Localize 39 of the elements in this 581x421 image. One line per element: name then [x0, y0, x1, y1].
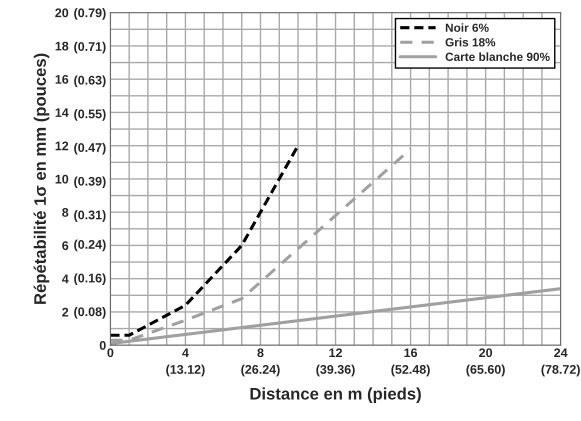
y-tick-label: 2	[62, 308, 68, 316]
x2-tick-label: (39.36)	[316, 364, 355, 376]
x2-tick-label: (13.12)	[166, 364, 205, 376]
legend-label: Carte blanche 90%	[446, 52, 550, 62]
y-tick-label: 12	[56, 141, 68, 150]
y2-tick-label: (0.55)	[74, 109, 106, 121]
x-tick-label: 16	[404, 348, 418, 358]
legend-label: Gris 18%	[446, 38, 496, 46]
y-tick-label: 8	[62, 208, 68, 217]
y-tick-label: 18	[56, 42, 68, 51]
x-tick-label: 4	[182, 348, 189, 358]
x2-tick-label: (26.24)	[241, 364, 280, 376]
y2-tick-label: (0.08)	[74, 307, 106, 319]
y2-tick-label: (0.79)	[74, 8, 106, 20]
y2-tick-label: (0.16)	[74, 273, 106, 285]
x-tick-label: 0	[107, 348, 114, 358]
y2-tick-label: (0.31)	[74, 210, 106, 222]
y-axis-title: Répétabilité 1σ en mm (pouces)	[34, 54, 50, 304]
x2-tick-label: (52.48)	[391, 364, 430, 376]
x2-tick-label: (65.60)	[466, 364, 505, 376]
y2-tick-label: 0	[100, 341, 106, 350]
y2-tick-label: (0.39)	[74, 176, 106, 188]
x-axis-title: Distance en m (pieds)	[250, 387, 421, 403]
x-tick-label: 12	[329, 348, 342, 358]
x-tick-label: 24	[554, 348, 568, 358]
y-tick-label: 16	[56, 74, 68, 84]
y-tick-label: 4	[62, 274, 69, 284]
y2-tick-label: (0.63)	[74, 75, 106, 88]
x-tick-label: 20	[479, 348, 492, 358]
y-tick-label: 10	[56, 174, 68, 184]
y2-tick-label: (0.47)	[74, 142, 106, 154]
y2-tick-label: (0.24)	[74, 240, 106, 252]
x2-tick-label: (78.72)	[541, 364, 580, 376]
x-tick-label: 8	[257, 348, 264, 358]
y-tick-label: 14	[56, 108, 69, 117]
y-tick-label: 20	[55, 8, 68, 18]
y-tick-label: 6	[62, 241, 68, 250]
y2-tick-label: (0.71)	[74, 42, 106, 54]
legend-label: Noir 6%	[446, 23, 489, 32]
